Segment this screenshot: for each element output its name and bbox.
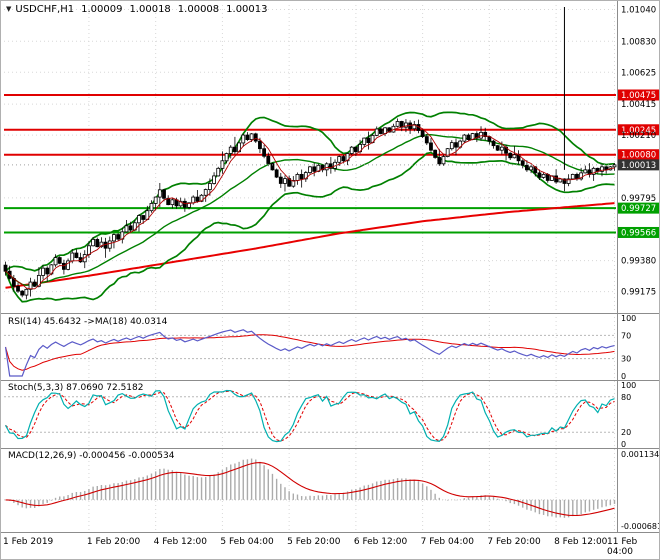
stoch-indicator-label: Stoch(5,3,3) 87.0690 72.5182 [8,383,144,393]
price-tick: 1.00210 [621,131,656,141]
macd-axis-tick-min: -0.000681 [621,522,660,531]
indicator-layer [4,329,616,518]
candles-layer [3,118,617,300]
price-level-label [618,124,659,136]
stoch-axis-tick: 100 [621,381,636,390]
ohlc-high: 1.00018 [129,4,171,15]
price-chart-layer [3,7,617,303]
price-level-label-text: 0.99727 [621,204,656,214]
price-level-label [618,159,659,171]
rsi-axis-tick: 100 [621,314,636,323]
rsi-axis-tick: 70 [621,331,631,340]
price-tick: 1.00415 [621,100,656,110]
price-tick: 0.99795 [621,194,656,204]
price-level-label-text: 1.00080 [621,151,656,161]
price-level-label-text: 1.00013 [621,161,656,171]
price-level-label [618,226,659,238]
stoch-axis-tick: 80 [621,393,631,402]
rsi-axis-tick: 0 [621,372,626,381]
symbol-period-label: USDCHF,H1 [15,4,75,15]
rsi-indicator-label: RSI(14) 45.6432 ->MA(18) 40.0314 [8,317,168,327]
time-label: 5 Feb 20:00 [287,537,341,547]
stoch-axis-tick: 20 [621,428,631,437]
ohlc-close: 1.00013 [226,4,268,15]
time-label: 6 Feb 12:00 [353,537,408,547]
price-level-label [618,89,659,101]
ohlc-low: 1.00008 [177,4,220,15]
price-tick: 0.99380 [621,257,656,267]
rsi-axis-tick: 30 [621,355,631,364]
time-label: 7 Feb 20:00 [487,537,541,547]
time-label: 1 Feb 20:00 [86,537,141,547]
time-label: 5 Feb 04:00 [220,537,274,547]
price-level-label-text: 1.00475 [621,91,656,101]
price-tick: 1.01040 [621,6,656,16]
price-tick: 1.00625 [621,68,656,78]
time-label: 8 Feb 12:00 [554,537,608,547]
stoch-axis-tick: 0 [621,440,626,449]
price-level-label [618,202,659,214]
chart-title: ▼ USDCHF,H1 1.00009 1.00018 1.00008 1.00013 [6,4,275,15]
symbol-dropdown-icon[interactable]: ▼ [6,5,12,13]
time-label: 11 Feb 04:00 [607,537,638,557]
price-tick: 0.99175 [621,288,656,298]
macd-indicator-label: MACD(12,26,9) -0.000456 -0.000534 [8,451,175,461]
time-label: 7 Feb 04:00 [420,537,474,547]
price-level-label-text: 0.99566 [621,228,656,238]
price-level-label-text: 1.00245 [621,126,656,136]
price-level-label [618,149,659,161]
time-label: 1 Feb 2019 [3,537,54,547]
time-label: 4 Feb 12:00 [153,537,207,547]
macd-axis-tick-max: 0.001134 [621,450,659,459]
price-tick: 1.00830 [621,37,656,47]
time-axis: 1 Feb 2019 1 Feb 20:00 4 Feb 12:00 5 Feb 04… [1,534,659,559]
ohlc-open: 1.00009 [81,4,123,15]
